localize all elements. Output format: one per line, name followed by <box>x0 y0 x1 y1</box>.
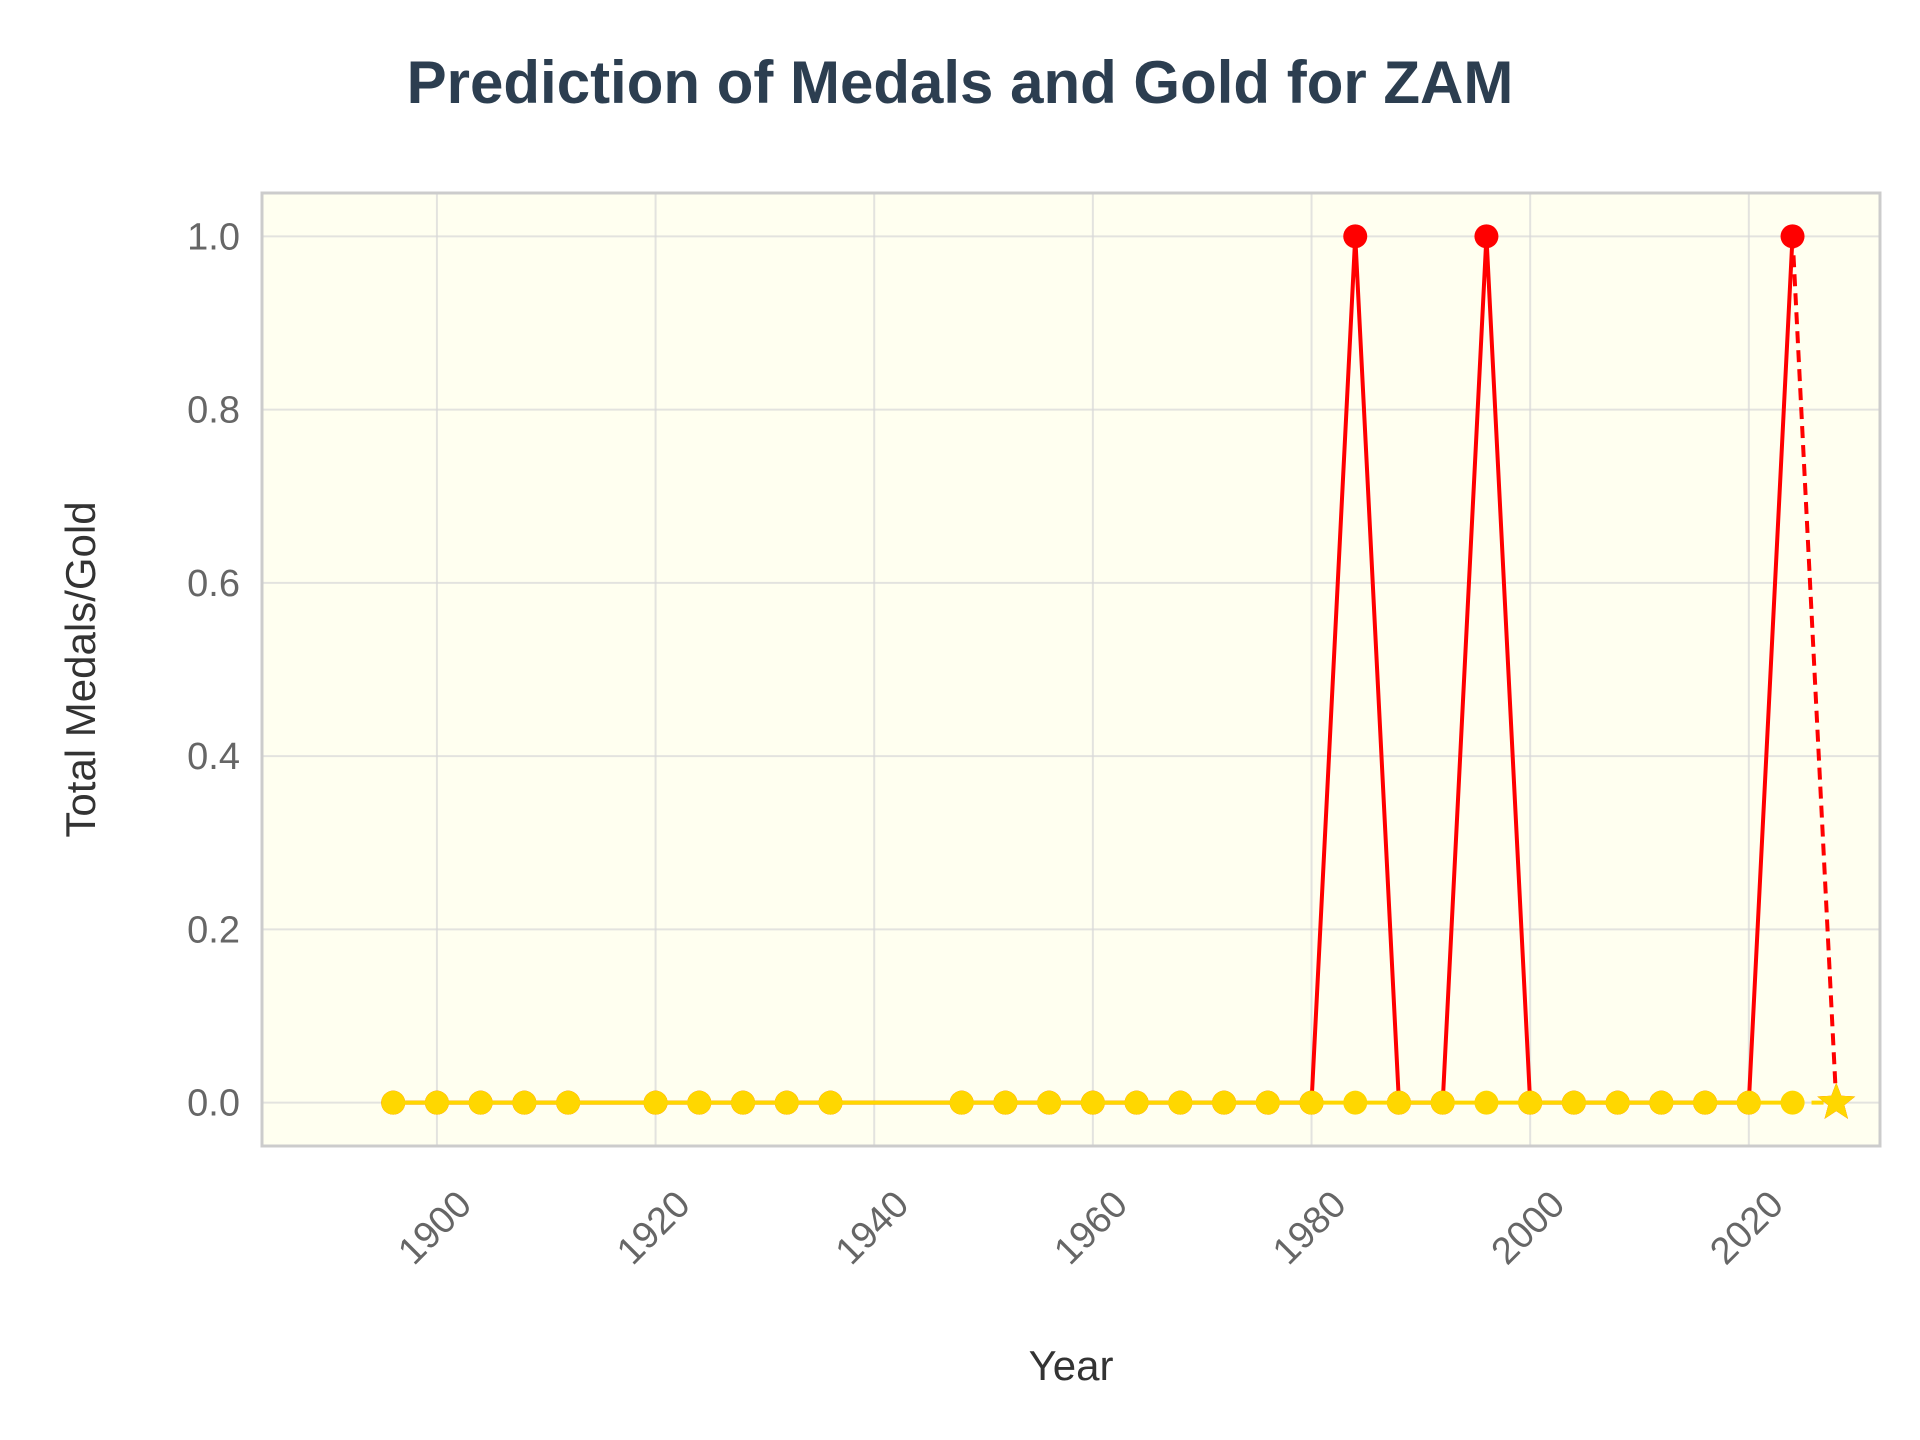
y-tick-label: 0.4 <box>187 736 240 778</box>
y-tick-label: 1.0 <box>187 216 240 258</box>
series-point-1 <box>1168 1090 1193 1115</box>
series-point-1 <box>993 1090 1018 1115</box>
series-point-1 <box>1474 1090 1499 1115</box>
y-tick-label: 0.2 <box>187 909 240 951</box>
y-tick-label: 0.8 <box>187 390 240 432</box>
series-point-1 <box>512 1090 537 1115</box>
series-point-1 <box>1255 1090 1280 1115</box>
series-point-1 <box>774 1090 799 1115</box>
series-point-1 <box>818 1090 843 1115</box>
x-tick-label: 1900 <box>390 1183 479 1272</box>
x-tick-label: 1960 <box>1046 1183 1135 1272</box>
series-point-1 <box>1037 1090 1062 1115</box>
y-tick-label: 0.6 <box>187 563 240 605</box>
x-tick-label: 1980 <box>1265 1183 1354 1272</box>
series-point-1 <box>556 1090 581 1115</box>
series-point-1 <box>1124 1090 1149 1115</box>
series-point-1 <box>731 1090 756 1115</box>
series-point-1 <box>1080 1090 1105 1115</box>
series-point-1 <box>1649 1090 1674 1115</box>
x-tick-label: 1940 <box>828 1183 917 1272</box>
series-point-1 <box>1430 1090 1455 1115</box>
series-point-1 <box>643 1090 668 1115</box>
series-point-1 <box>1299 1090 1324 1115</box>
series-point-1 <box>381 1090 406 1115</box>
plot-area <box>262 193 1880 1146</box>
series-point-1 <box>1212 1090 1237 1115</box>
chart-title: Prediction of Medals and Gold for ZAM <box>406 49 1514 116</box>
series-point-1 <box>1605 1090 1630 1115</box>
prediction-line-0 <box>1790 236 1839 1103</box>
series-point-1 <box>949 1090 974 1115</box>
series-point-1 <box>1343 1090 1368 1115</box>
series-point-1 <box>1736 1090 1761 1115</box>
x-tick-label: 2000 <box>1484 1183 1573 1272</box>
y-tick-label: 0.0 <box>187 1083 240 1125</box>
series-point-1 <box>687 1090 712 1115</box>
series-layer <box>381 224 1856 1119</box>
series-point-1 <box>468 1090 493 1115</box>
x-tick-label: 2020 <box>1702 1183 1791 1272</box>
series-point-0 <box>1474 224 1499 249</box>
series-point-1 <box>424 1090 449 1115</box>
series-point-1 <box>1693 1090 1718 1115</box>
y-axis-label: Total Medals/Gold <box>57 501 104 837</box>
plot-frame <box>260 191 1882 1148</box>
x-tick-label: 1920 <box>609 1183 698 1272</box>
series-point-1 <box>1386 1090 1411 1115</box>
x-axis-label: Year <box>1029 1342 1114 1389</box>
prediction-star-1 <box>1817 1082 1856 1119</box>
series-point-1 <box>1518 1090 1543 1115</box>
series-point-1 <box>1561 1090 1586 1115</box>
series-point-0 <box>1343 224 1368 249</box>
